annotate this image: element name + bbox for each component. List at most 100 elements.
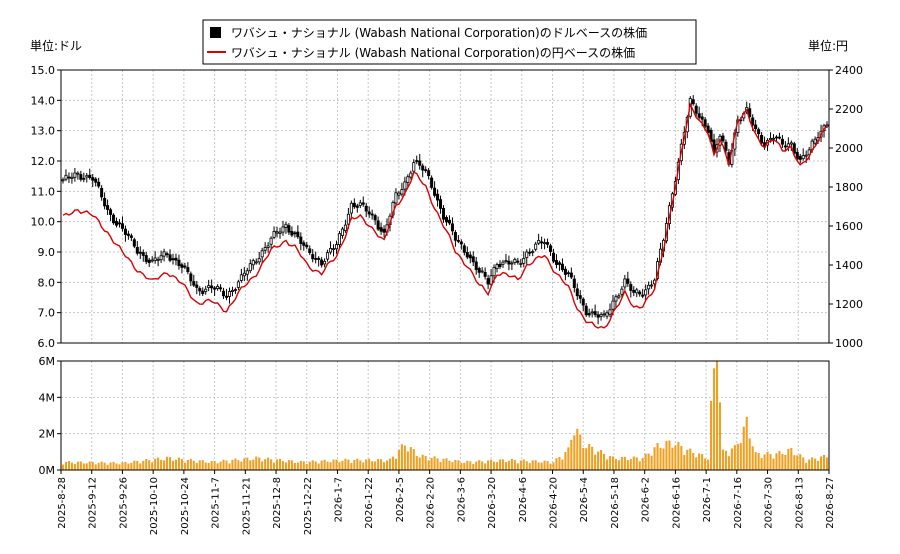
- candle-body: [424, 169, 428, 172]
- volume-bar: [757, 453, 760, 470]
- volume-bar: [350, 462, 353, 470]
- candle-body: [495, 264, 499, 270]
- left-tick-label: 15.0: [31, 64, 56, 77]
- candle-body: [578, 295, 582, 299]
- volume-bar: [91, 462, 94, 470]
- volume-bar: [391, 456, 395, 470]
- candle-body: [477, 268, 481, 273]
- volume-bar: [594, 454, 597, 470]
- candle-body: [626, 278, 630, 284]
- volume-bar: [151, 462, 154, 470]
- volume-bar: [445, 458, 448, 470]
- volume-bar: [278, 458, 282, 470]
- volume-bar: [567, 447, 570, 470]
- candle-body: [141, 252, 145, 256]
- candle-body: [641, 294, 645, 297]
- candle-body: [599, 314, 603, 317]
- volume-bar: [617, 460, 620, 470]
- volume-bar: [733, 445, 736, 470]
- volume-bar: [433, 456, 436, 470]
- legend-frame: [202, 19, 697, 65]
- volume-bar: [421, 454, 424, 470]
- candle-body: [94, 178, 98, 183]
- candle-body: [450, 223, 454, 232]
- volume-bar: [635, 457, 638, 470]
- volume-bar: [222, 459, 225, 470]
- volume-bar: [106, 464, 109, 470]
- volume-bar: [680, 446, 683, 470]
- candle-body: [754, 124, 758, 129]
- candle-body: [355, 205, 359, 208]
- volume-bar: [115, 463, 118, 470]
- candle-body: [204, 288, 208, 292]
- candle-body: [608, 309, 612, 315]
- volume-bar: [368, 458, 371, 470]
- candle-body: [239, 274, 243, 281]
- volume-bar: [552, 462, 555, 470]
- volume-bar: [139, 463, 142, 470]
- candle-body: [376, 220, 380, 230]
- volume-bar: [754, 452, 757, 470]
- candle-body: [269, 237, 273, 245]
- volume-bar: [180, 458, 183, 470]
- volume-bar: [409, 447, 412, 470]
- candle-body: [703, 119, 707, 127]
- candle-body: [605, 312, 609, 317]
- volume-bar: [394, 458, 397, 470]
- candle-body: [364, 205, 368, 212]
- volume-bar: [326, 461, 329, 470]
- volume-bar: [683, 454, 686, 470]
- candle-body: [370, 213, 374, 216]
- volume-bar: [608, 456, 612, 470]
- candle-body: [67, 176, 71, 179]
- candle-body: [153, 257, 157, 261]
- candle-body: [367, 211, 371, 215]
- volume-tick-label: 4M: [39, 391, 56, 404]
- candle-body: [248, 263, 252, 272]
- candle-body: [275, 231, 279, 234]
- candle-body: [112, 214, 116, 224]
- candle-body: [183, 265, 187, 268]
- yen-price-line: [62, 101, 828, 329]
- legend-usd-label: ワバシュ・ナショナル (Wabash National Corporation)…: [231, 25, 647, 40]
- volume-bar: [234, 458, 237, 470]
- volume-bar: [825, 457, 829, 470]
- volume-bar: [442, 458, 445, 470]
- candle-body: [97, 181, 101, 187]
- candle-body: [219, 287, 223, 290]
- candle-body: [126, 233, 130, 236]
- candle-body: [444, 217, 449, 223]
- candle-body: [590, 311, 594, 314]
- volume-bar: [537, 462, 540, 470]
- volume-bar: [787, 448, 790, 470]
- candle-body: [373, 215, 377, 221]
- x-tick-label: 2026-7-30: [764, 477, 775, 529]
- volume-bar: [638, 461, 641, 470]
- candle-body: [602, 313, 606, 316]
- candle-body: [308, 248, 312, 254]
- volume-bar: [718, 402, 722, 470]
- candle-body: [433, 187, 437, 196]
- volume-bar: [659, 447, 662, 470]
- candle-body: [406, 176, 410, 183]
- right-tick-label: 1400: [835, 259, 863, 272]
- volume-bar: [814, 458, 817, 470]
- axes: [60, 69, 830, 471]
- volume-bar: [136, 460, 139, 470]
- volume-bar: [210, 461, 213, 470]
- volume-bar: [543, 460, 546, 470]
- candle-body: [566, 272, 570, 275]
- volume-bar: [603, 453, 606, 470]
- volume-bar: [163, 460, 166, 470]
- candle-body: [281, 226, 285, 233]
- candle-body: [706, 125, 710, 133]
- legend-jpy-label: ワバシュ・ナショナル (Wabash National Corporation)…: [231, 45, 635, 60]
- volume-bar: [168, 457, 172, 470]
- left-tick-label: 14.0: [31, 94, 56, 107]
- x-tick-label: 2026-7-1: [702, 477, 713, 522]
- candle-body: [394, 192, 398, 204]
- candle-body: [474, 261, 478, 270]
- candle-body: [584, 305, 588, 316]
- candle-body: [117, 222, 121, 225]
